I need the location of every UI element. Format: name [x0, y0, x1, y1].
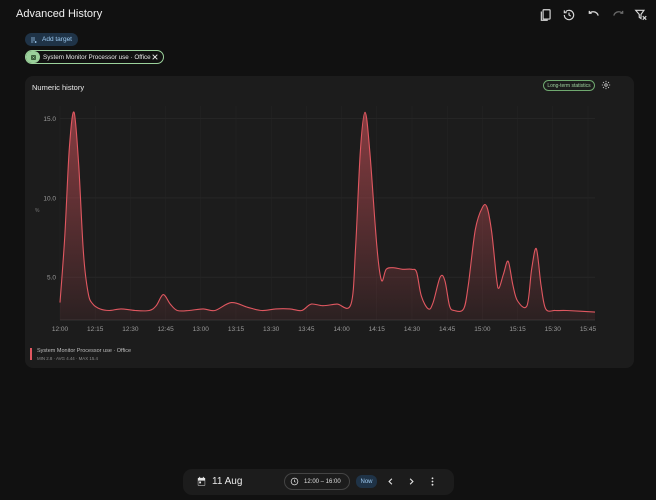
x-tick-label: 15:00 — [474, 326, 491, 333]
card-title: Numeric history — [32, 83, 85, 92]
time-range-label: 12:00 – 16:00 — [304, 478, 341, 485]
date-label[interactable]: 11 Aug — [212, 476, 243, 487]
chevron-left-icon[interactable] — [385, 476, 396, 487]
more-vert-icon[interactable] — [427, 476, 438, 487]
bookmark-icon[interactable] — [539, 8, 553, 22]
x-tick-label: 15:30 — [545, 326, 562, 333]
top-bar: Advanced History — [0, 0, 656, 30]
x-tick-label: 13:45 — [298, 326, 315, 333]
calendar-icon[interactable] — [196, 476, 207, 487]
clear-filter-icon[interactable] — [634, 8, 648, 22]
x-tick-label: 13:15 — [228, 326, 245, 333]
x-tick-label: 15:15 — [509, 326, 526, 333]
history-icon[interactable] — [562, 8, 576, 22]
y-tick-label: 5.0 — [47, 275, 56, 282]
numeric-history-chart: % 5.0 10.0 15.0 12:00 12:15 12:30 12:45 13:00 13:… — [35, 106, 597, 333]
add-target-label: Add target — [42, 36, 72, 43]
chip-label: System Monitor Processor use · Office — [43, 53, 151, 61]
undo-icon[interactable] — [587, 8, 601, 22]
clock-icon — [290, 477, 299, 486]
x-tick-label: 14:45 — [439, 326, 456, 333]
series-area — [60, 111, 595, 320]
target-chip[interactable]: System Monitor Processor use · Office — [25, 50, 164, 64]
add-list-icon — [31, 37, 37, 43]
chip-entity-icon — [26, 51, 40, 63]
redo-icon[interactable] — [611, 8, 625, 22]
legend-color-swatch — [30, 348, 32, 360]
x-tick-label: 12:30 — [122, 326, 139, 333]
now-button[interactable]: Now — [356, 475, 377, 488]
legend-entry-stats: MIN 2.8 · AVG 4.44 · MAX 15.4 — [37, 356, 98, 361]
page-title: Advanced History — [16, 8, 103, 20]
x-tick-label: 12:15 — [87, 326, 104, 333]
chevron-right-icon[interactable] — [406, 476, 417, 487]
gear-icon[interactable] — [601, 80, 611, 90]
chip-remove-icon[interactable] — [151, 53, 159, 61]
y-tick-label: 10.0 — [43, 195, 56, 202]
x-tick-label: 12:00 — [52, 326, 69, 333]
date-range-bar: 11 Aug 12:00 – 16:00 Now — [183, 469, 454, 495]
legend-entry-name[interactable]: System Monitor Processor use · Office — [37, 348, 132, 354]
x-tick-label: 13:30 — [263, 326, 280, 333]
numeric-history-card: Numeric history Long-term statistics % 5.… — [25, 76, 634, 368]
x-tick-label: 12:45 — [157, 326, 174, 333]
series-line — [59, 111, 596, 313]
x-tick-label: 14:30 — [404, 326, 421, 333]
time-range-picker[interactable]: 12:00 – 16:00 — [284, 473, 350, 490]
y-axis-unit: % — [35, 208, 40, 214]
x-tick-label: 14:15 — [369, 326, 386, 333]
x-tick-label: 13:00 — [193, 326, 210, 333]
add-target-button[interactable]: Add target — [25, 33, 78, 46]
long-term-statistics-button[interactable]: Long-term statistics — [543, 80, 595, 91]
x-tick-label: 14:00 — [333, 326, 350, 333]
y-tick-label: 15.0 — [43, 116, 56, 123]
x-tick-label: 15:45 — [580, 326, 597, 333]
